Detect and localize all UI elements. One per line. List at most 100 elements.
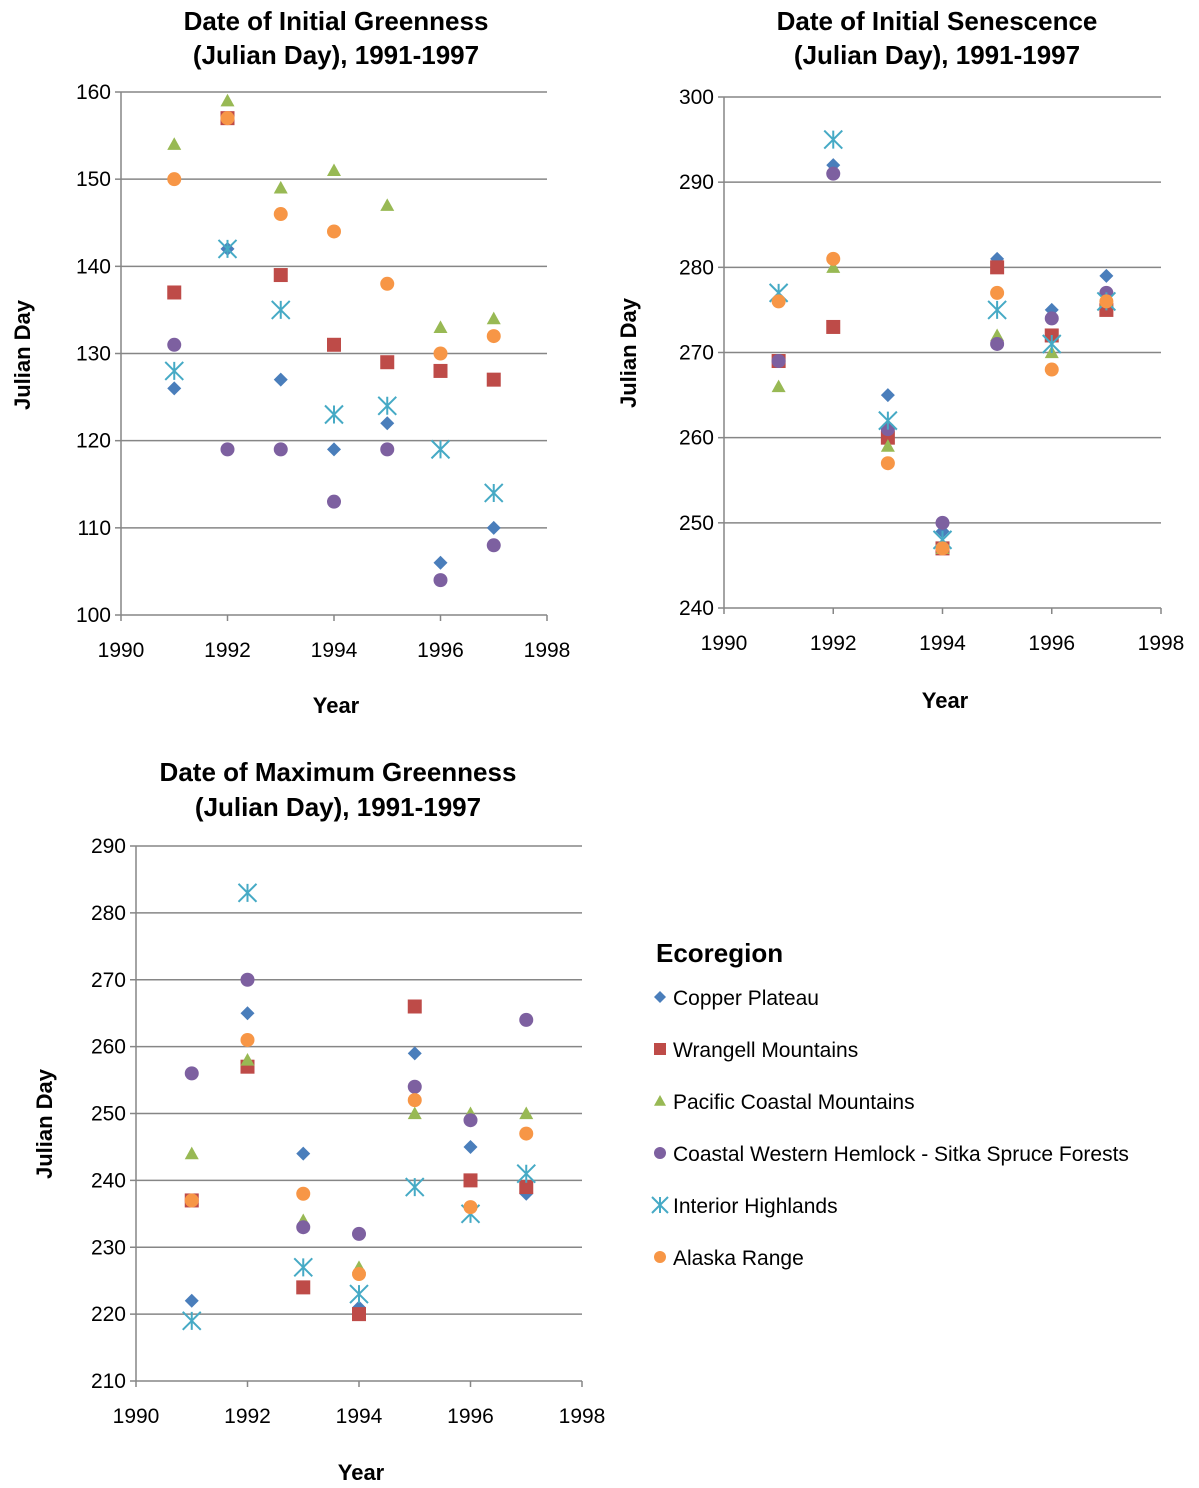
- y-tick-label: 300: [679, 86, 714, 109]
- data-point: [880, 388, 895, 403]
- data-point: [878, 410, 898, 431]
- data-point: [407, 1079, 422, 1094]
- legend-item: Pacific Coastal Mountains: [654, 1091, 915, 1114]
- legend-marker-circle: [654, 1147, 666, 1159]
- data-point: [217, 239, 238, 259]
- data-point: [380, 355, 395, 370]
- y-tick-label: 290: [679, 171, 714, 194]
- data-point: [273, 180, 288, 194]
- legend-item: Alaska Range: [654, 1247, 804, 1270]
- y-tick-label: 270: [91, 969, 126, 992]
- series-interior-highlands: [164, 239, 504, 503]
- x-tick-label: 1998: [559, 1405, 606, 1428]
- x-tick-label: 1990: [113, 1405, 160, 1428]
- x-tick-label: 1994: [919, 632, 966, 655]
- y-axis-label: Julian Day: [10, 299, 35, 410]
- y-tick-label: 160: [76, 81, 111, 104]
- data-point: [327, 163, 341, 177]
- series-pacific-coastal-mountains: [771, 260, 1114, 554]
- x-axis-label: Year: [313, 693, 360, 718]
- data-point: [273, 268, 288, 283]
- data-point: [407, 1106, 422, 1120]
- legend-label: Interior Highlands: [673, 1195, 838, 1218]
- x-axis-label: Year: [338, 1460, 385, 1485]
- data-point: [184, 1193, 199, 1208]
- plot-area: 100 110 120 130 140 150 160 1990 1992 1994 1996 199…: [76, 81, 570, 662]
- series-alaska-range: [167, 111, 501, 361]
- data-point: [826, 251, 841, 266]
- y-tick-label: 120: [76, 430, 111, 453]
- legend: Ecoregion Copper Plateau Wrangell Mountai…: [651, 938, 1129, 1270]
- data-point: [380, 198, 395, 211]
- data-point: [519, 1126, 534, 1141]
- data-point: [826, 260, 841, 273]
- data-point: [990, 336, 1005, 351]
- data-point: [1044, 311, 1059, 326]
- legend-items: Copper Plateau Wrangell Mountains Pacific …: [651, 987, 1129, 1270]
- data-point: [990, 328, 1005, 342]
- data-point: [273, 207, 288, 222]
- data-point: [273, 372, 288, 387]
- data-point: [324, 404, 344, 425]
- data-point: [380, 276, 395, 291]
- y-tick-label: 100: [76, 604, 111, 627]
- chart-title-line-2: (Julian Day), 1991-1997: [193, 40, 479, 70]
- y-axis-label: Julian Day: [616, 297, 641, 408]
- data-point: [327, 442, 341, 457]
- data-point: [519, 1106, 534, 1120]
- data-point: [377, 396, 397, 416]
- y-tick-label: 260: [679, 427, 714, 450]
- data-point: [167, 137, 182, 150]
- data-point: [433, 555, 448, 570]
- data-point: [823, 129, 843, 150]
- y-tick-label: 110: [78, 517, 111, 540]
- x-tick-label: 1992: [810, 632, 857, 655]
- y-tick-label: 290: [91, 835, 126, 858]
- data-point: [771, 294, 786, 309]
- series-pacific-coastal-mountains: [167, 93, 501, 333]
- data-point: [433, 346, 448, 361]
- data-point: [516, 1163, 536, 1184]
- legend-marker-asterisk: [651, 1196, 669, 1214]
- data-point: [463, 1113, 478, 1128]
- data-point: [380, 416, 395, 431]
- y-tick-label: 240: [91, 1169, 126, 1192]
- data-point: [182, 1311, 202, 1331]
- legend-label: Pacific Coastal Mountains: [673, 1091, 915, 1114]
- series-coastal-western-hemlock-sitka-spruce-forests: [167, 337, 501, 588]
- chart-title-line-2: (Julian Day), 1991-1997: [195, 792, 481, 822]
- legend-label: Copper Plateau: [673, 987, 819, 1010]
- data-point: [935, 515, 950, 530]
- data-point: [484, 483, 504, 503]
- data-point: [407, 1093, 422, 1108]
- data-point: [220, 111, 235, 126]
- y-tick-label: 140: [76, 255, 111, 278]
- chart-title-line-1: Date of Initial Senescence: [777, 6, 1098, 36]
- data-point: [240, 972, 255, 987]
- y-axis-label: Julian Day: [32, 1068, 57, 1179]
- chart-initial-senescence: Date of Initial Senescence (Julian Day),…: [616, 6, 1184, 713]
- x-tick-label: 1998: [1138, 632, 1185, 655]
- data-point: [990, 285, 1005, 300]
- data-point: [433, 573, 448, 588]
- y-tick-label: 270: [679, 342, 714, 365]
- series-alaska-range: [771, 251, 1114, 556]
- legend-marker-circle: [654, 1251, 666, 1263]
- data-point: [296, 1146, 311, 1161]
- x-tick-label: 1994: [311, 639, 358, 662]
- x-tick-label: 1992: [204, 639, 251, 662]
- data-point: [220, 442, 235, 457]
- data-point: [296, 1280, 311, 1295]
- data-point: [486, 538, 501, 553]
- data-point: [167, 337, 182, 352]
- data-point: [184, 1066, 199, 1081]
- series-coastal-western-hemlock-sitka-spruce-forests: [184, 972, 534, 1241]
- data-point: [880, 456, 895, 471]
- series-coastal-western-hemlock-sitka-spruce-forests: [771, 166, 1114, 530]
- data-point: [987, 300, 1007, 320]
- data-point: [296, 1186, 311, 1201]
- legend-marker-diamond: [654, 991, 666, 1003]
- data-point: [463, 1200, 478, 1215]
- data-point: [486, 520, 501, 535]
- x-tick-label: 1996: [447, 1405, 494, 1428]
